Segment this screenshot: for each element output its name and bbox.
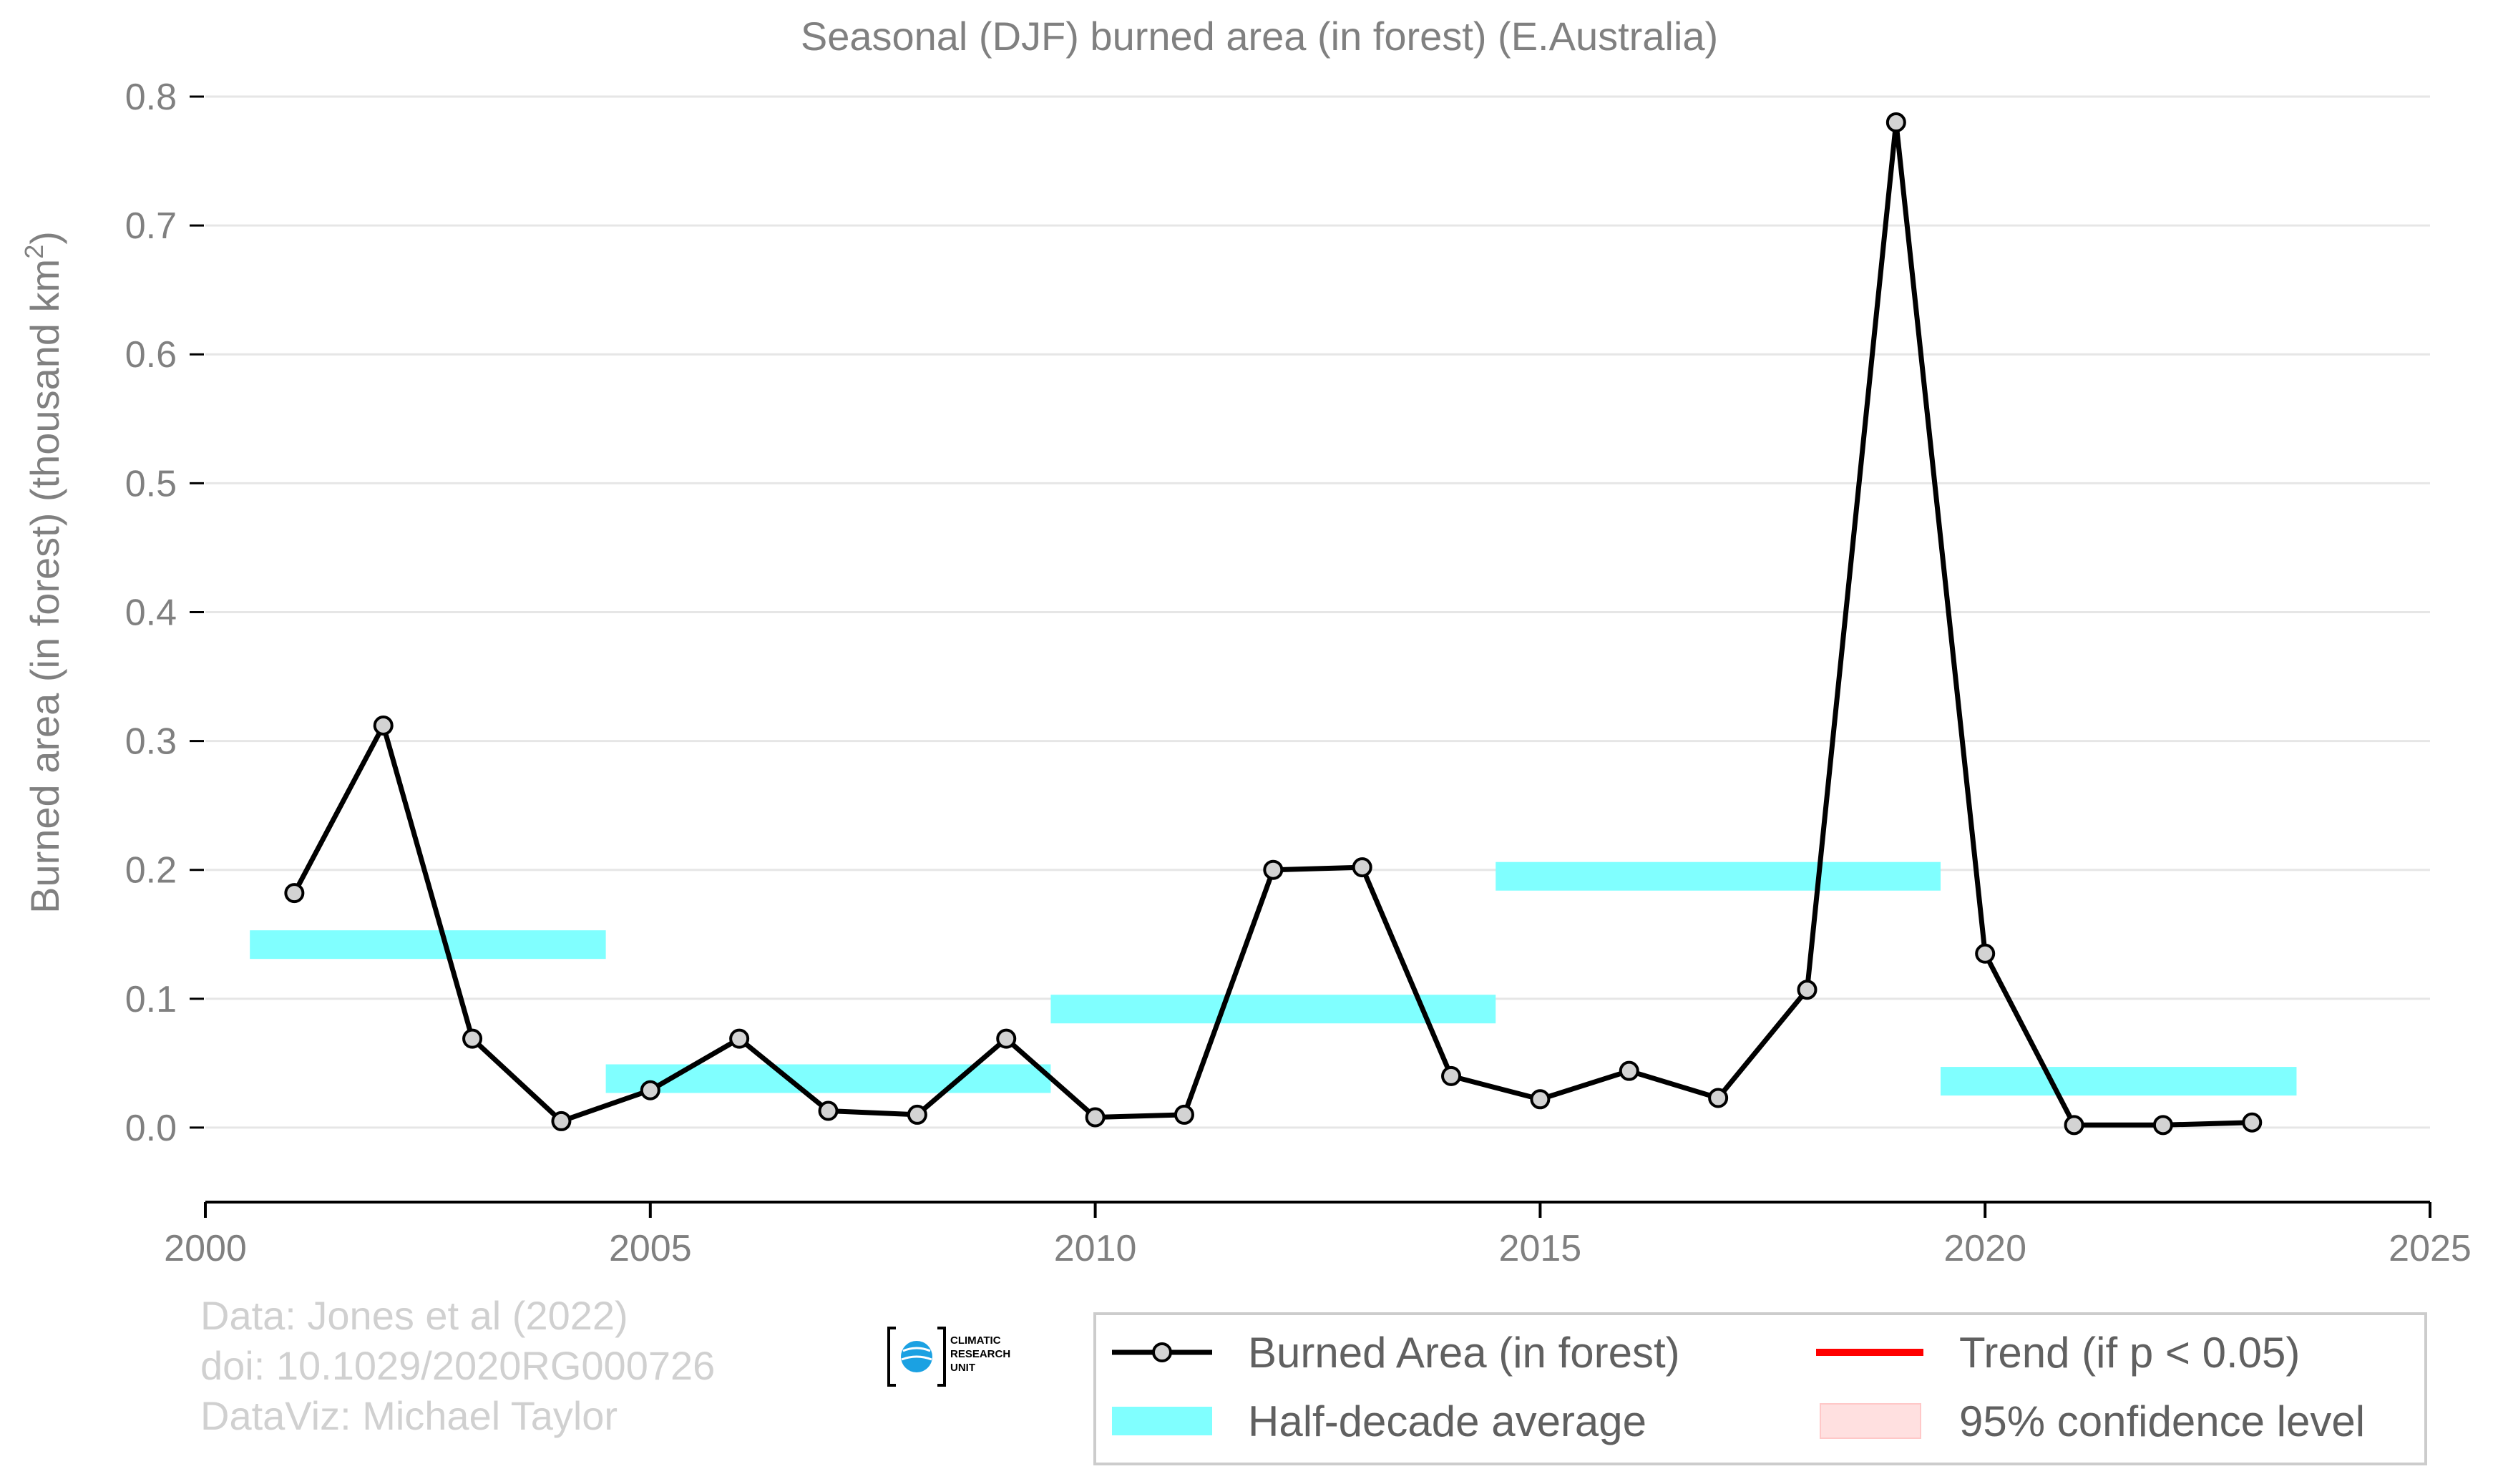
half-decade-band	[605, 1064, 1051, 1093]
legend: Burned Area (in forest) Trend (if p < 0.…	[1093, 1312, 2427, 1465]
y-tick-label: 0.7	[125, 205, 177, 247]
data-point	[1263, 859, 1284, 880]
credit-doi: doi: 10.1029/2020RG000726	[200, 1343, 715, 1388]
grid-lines	[205, 95, 2430, 1129]
legend-marker-burned-area	[1152, 1342, 1172, 1362]
legend-label-half-decade: Half-decade average	[1248, 1397, 1646, 1445]
y-tick-label: 0.5	[125, 463, 177, 504]
half-decade-band	[1941, 1067, 2297, 1096]
chart-title: Seasonal (DJF) burned area (in forest) (…	[801, 14, 1718, 59]
x-tick-label: 2020	[1943, 1228, 2026, 1269]
logo-line-3: UNIT	[950, 1362, 975, 1374]
data-point	[1975, 943, 1996, 964]
legend-label-trend: Trend (if p < 0.05)	[1959, 1329, 2300, 1377]
series-line-burned-area	[292, 119, 2253, 1128]
data-point	[818, 1100, 839, 1121]
data-point	[373, 715, 394, 736]
y-tick-label: 0.6	[125, 334, 177, 376]
data-point	[640, 1080, 660, 1100]
data-point	[1708, 1088, 1729, 1108]
y-tick-label: 0.3	[125, 721, 177, 763]
y-axis-label: Burned area (in forest) (thousand km2)	[19, 231, 67, 914]
y-axis-label-sup: 2	[19, 245, 49, 259]
data-point	[996, 1028, 1017, 1049]
half-decade-band	[1496, 861, 1941, 891]
x-tick-label: 2015	[1499, 1228, 1582, 1269]
data-point	[1174, 1104, 1194, 1125]
logo-line-2: RESEARCH	[950, 1348, 1010, 1360]
y-tick-label: 0.1	[125, 979, 177, 1020]
data-point	[907, 1104, 927, 1125]
data-point	[2064, 1115, 2084, 1136]
y-tick-label: 0.4	[125, 592, 177, 633]
y-tick-label: 0.0	[125, 1108, 177, 1149]
legend-label-burned-area: Burned Area (in forest)	[1248, 1329, 1680, 1377]
y-tick-label: 0.8	[125, 77, 177, 118]
y-axis-label-main: Burned area (in forest) (thousand km	[22, 259, 67, 914]
half-decade-bands	[250, 861, 2297, 1096]
data-point	[284, 883, 305, 904]
credits-block: Data: Jones et al (2022) doi: 10.1029/20…	[200, 1293, 715, 1438]
legend-swatch-confidence	[1820, 1403, 1921, 1439]
half-decade-band	[250, 930, 606, 960]
y-tick-label: 0.2	[125, 850, 177, 892]
data-point	[1441, 1065, 1462, 1086]
data-point	[1530, 1089, 1551, 1110]
data-point	[1352, 857, 1372, 878]
x-tick-label: 2000	[164, 1228, 247, 1269]
legend-swatch-half-decade	[1112, 1407, 1212, 1435]
series-layer	[284, 112, 2263, 1136]
data-point	[729, 1028, 750, 1049]
data-point	[1085, 1107, 1106, 1128]
logo-line-1: CLIMATIC	[950, 1334, 1001, 1347]
data-point	[2242, 1112, 2263, 1133]
cru-logo: CLIMATIC RESEARCH UNIT	[887, 1327, 1010, 1387]
legend-frame	[1093, 1312, 2427, 1465]
credit-dataviz: DataViz: Michael Taylor	[200, 1393, 618, 1438]
x-tick-label: 2025	[2389, 1228, 2472, 1269]
data-point	[462, 1028, 483, 1049]
y-axis-label-close: )	[22, 231, 67, 245]
data-point	[2152, 1115, 2173, 1136]
x-tick-label: 2005	[609, 1228, 692, 1269]
data-point	[1885, 112, 1906, 133]
data-point	[551, 1110, 572, 1131]
data-point	[1797, 980, 1818, 1000]
x-tick-label: 2010	[1054, 1228, 1137, 1269]
data-point	[1619, 1060, 1639, 1081]
legend-label-confidence: 95% confidence level	[1959, 1397, 2365, 1445]
axes: 0.0 0.1 0.2 0.3 0.4 0.5 0.6 0.7 0.8 2000 2005 2010 2…	[125, 77, 2472, 1269]
credit-data: Data: Jones et al (2022)	[200, 1293, 628, 1338]
